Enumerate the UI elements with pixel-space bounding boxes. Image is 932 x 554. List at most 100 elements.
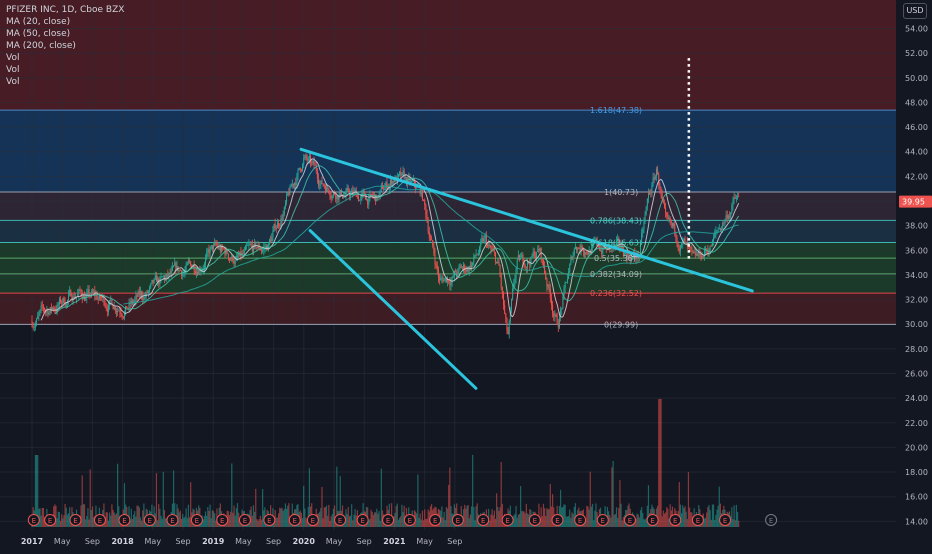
- candle-body: [336, 195, 338, 199]
- volume-bar: [476, 503, 478, 527]
- legend-ma200[interactable]: MA (200, close): [6, 41, 76, 51]
- volume-bar: [417, 474, 419, 527]
- candle-body: [442, 277, 444, 282]
- candle-body: [263, 247, 265, 251]
- volume-bar: [401, 504, 403, 527]
- volume-bar: [691, 512, 693, 527]
- volume-bar: [638, 517, 640, 527]
- candle-body: [187, 260, 189, 263]
- candle-body: [444, 277, 446, 281]
- candle-body: [550, 298, 552, 305]
- volume-bar: [468, 518, 470, 527]
- legend-ma50[interactable]: MA (50, close): [6, 29, 71, 39]
- volume-bar: [688, 507, 691, 527]
- candle-body: [700, 255, 702, 260]
- volume-bar: [254, 511, 256, 527]
- volume-bar: [709, 509, 711, 527]
- volume-bar: [564, 504, 566, 527]
- volume-bar: [550, 506, 553, 527]
- legend-vol-2[interactable]: Vol: [6, 65, 20, 75]
- volume-bar: [251, 515, 253, 527]
- candle-body: [489, 244, 491, 248]
- volume-bar: [491, 509, 493, 527]
- candle-body: [690, 246, 692, 248]
- candle-body: [57, 304, 59, 306]
- legend-ma20[interactable]: MA (20, close): [6, 17, 71, 27]
- candle-body: [297, 169, 299, 177]
- candle-body: [302, 164, 304, 171]
- volume-bar: [489, 520, 491, 527]
- candle-body: [337, 195, 339, 200]
- volume-bar: [586, 505, 588, 527]
- volume-bar: [59, 520, 62, 527]
- candle-body: [39, 309, 41, 314]
- volume-bar: [91, 506, 94, 527]
- candle-body: [329, 192, 331, 197]
- candle-body: [97, 299, 99, 301]
- legend-symbol[interactable]: PFIZER INC, 1D, Cboe BZX: [6, 5, 125, 15]
- currency-button[interactable]: USD: [903, 3, 927, 19]
- volume-bar: [422, 520, 425, 527]
- candle-body: [367, 198, 369, 205]
- volume-bar: [39, 508, 41, 527]
- volume-bar: [183, 517, 185, 527]
- candle-body: [316, 171, 318, 179]
- candle-body: [487, 244, 489, 246]
- candle-body: [544, 265, 546, 273]
- time-tick-label: May: [145, 537, 162, 546]
- volume-bar: [622, 517, 624, 527]
- candle-body: [505, 313, 507, 319]
- volume-bar: [514, 513, 516, 527]
- legend-vol-1[interactable]: Vol: [6, 53, 20, 63]
- candle-body: [643, 222, 645, 230]
- candle-body: [509, 310, 511, 322]
- candle-body: [327, 187, 329, 189]
- candle-body: [34, 324, 36, 328]
- time-tick-label: May: [54, 537, 71, 546]
- candle-body: [291, 183, 293, 187]
- candle-body: [90, 292, 92, 296]
- earnings-marker: E: [691, 514, 704, 526]
- candle-body: [249, 244, 251, 246]
- candle-body: [702, 256, 704, 257]
- candle-body: [518, 255, 520, 260]
- candle-body: [548, 284, 550, 289]
- volume-bar: [86, 516, 88, 527]
- volume-bar: [87, 508, 89, 527]
- candle-body: [136, 295, 138, 297]
- earnings-circle: [669, 514, 682, 526]
- candle-body: [157, 278, 159, 282]
- candle-body: [627, 254, 629, 259]
- earnings-marker: E: [263, 514, 276, 526]
- candle-body: [657, 168, 659, 175]
- candle-body: [645, 206, 647, 215]
- candle-body: [703, 250, 705, 257]
- legend-vol-3[interactable]: Vol: [6, 77, 20, 87]
- earnings-circle: [306, 514, 319, 526]
- volume-bar: [421, 510, 424, 527]
- candle-body: [498, 261, 500, 266]
- price-tick-label: 32.00: [905, 296, 928, 305]
- candle-body: [600, 250, 602, 252]
- candle-body: [466, 268, 468, 272]
- volume-bar: [300, 512, 303, 527]
- volume-bar: [448, 484, 450, 527]
- candle-body: [236, 255, 238, 257]
- candle-body: [537, 249, 539, 252]
- volume-bar: [131, 518, 134, 527]
- candle-body: [589, 250, 591, 255]
- candle-body: [48, 312, 50, 315]
- volume-bar: [115, 513, 118, 527]
- candle-body: [625, 253, 627, 255]
- trendline-1: [299, 147, 754, 293]
- volume-bar: [162, 471, 164, 527]
- volume-bar: [665, 512, 667, 527]
- candle-body: [273, 224, 275, 231]
- candle-body: [524, 265, 526, 267]
- candle-body: [185, 265, 187, 272]
- candle-body: [574, 246, 576, 249]
- candle-body: [497, 261, 499, 263]
- candle-body: [401, 172, 403, 176]
